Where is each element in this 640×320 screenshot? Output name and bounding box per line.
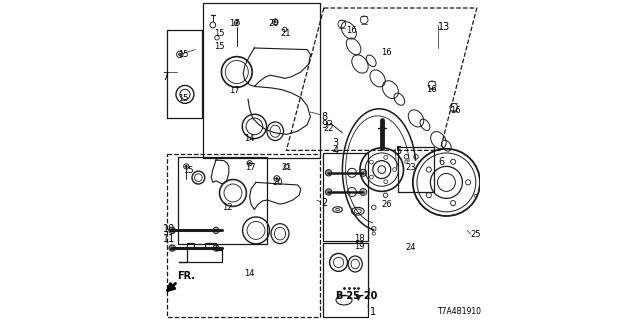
Circle shape: [169, 227, 175, 234]
Circle shape: [186, 165, 188, 167]
Text: 20: 20: [272, 178, 282, 187]
Circle shape: [276, 178, 278, 180]
Circle shape: [179, 53, 181, 56]
Text: 19: 19: [355, 242, 365, 251]
Text: 3: 3: [333, 138, 339, 148]
Circle shape: [169, 245, 175, 251]
Text: 24: 24: [406, 243, 416, 252]
Text: 14: 14: [244, 269, 254, 278]
Circle shape: [326, 189, 332, 195]
Text: 1: 1: [370, 307, 376, 317]
Circle shape: [360, 169, 367, 176]
Text: 11: 11: [163, 234, 175, 244]
Text: 16: 16: [426, 85, 436, 94]
Text: 9: 9: [321, 120, 328, 130]
Text: 8: 8: [321, 112, 328, 122]
Text: 13: 13: [438, 22, 451, 32]
Text: 15: 15: [179, 94, 189, 103]
Text: 2: 2: [321, 198, 327, 208]
Text: 5: 5: [396, 146, 401, 156]
Text: 14: 14: [244, 134, 254, 143]
Text: 26: 26: [381, 200, 392, 209]
Text: T7A4B1910: T7A4B1910: [438, 307, 483, 316]
Text: 16: 16: [450, 106, 460, 115]
Text: 15: 15: [179, 50, 189, 59]
Text: 23: 23: [406, 163, 417, 172]
Circle shape: [275, 21, 276, 23]
Text: 16: 16: [346, 26, 357, 35]
Text: 7: 7: [163, 72, 169, 82]
Text: 20: 20: [269, 19, 279, 28]
Circle shape: [360, 188, 367, 196]
Text: 17: 17: [229, 19, 239, 28]
Text: 15: 15: [183, 166, 193, 175]
Circle shape: [326, 170, 332, 176]
Text: FR.: FR.: [178, 271, 196, 281]
Text: 21: 21: [282, 163, 292, 172]
Text: 25: 25: [470, 230, 481, 239]
Text: 21: 21: [280, 29, 291, 38]
Text: 16: 16: [381, 48, 392, 57]
Text: 10: 10: [163, 224, 175, 234]
Text: 4: 4: [333, 146, 339, 156]
Text: B-25-20: B-25-20: [335, 291, 378, 301]
Text: 17: 17: [245, 163, 255, 172]
Text: 17: 17: [229, 86, 239, 95]
Text: 18: 18: [355, 234, 365, 243]
Circle shape: [236, 22, 238, 24]
Text: 15: 15: [214, 29, 225, 38]
Ellipse shape: [213, 227, 219, 234]
Text: 12: 12: [223, 203, 233, 212]
Text: 6: 6: [438, 157, 445, 167]
Ellipse shape: [213, 245, 219, 251]
Circle shape: [248, 162, 251, 164]
Text: 22: 22: [324, 124, 334, 133]
Text: 15: 15: [214, 42, 225, 51]
